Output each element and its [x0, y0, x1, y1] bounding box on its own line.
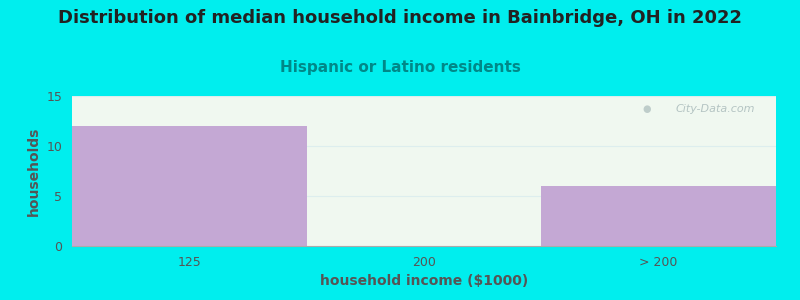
Text: Distribution of median household income in Bainbridge, OH in 2022: Distribution of median household income …	[58, 9, 742, 27]
X-axis label: household income ($1000): household income ($1000)	[320, 274, 528, 288]
Bar	[542, 186, 776, 246]
Text: Hispanic or Latino residents: Hispanic or Latino residents	[279, 60, 521, 75]
Text: ●: ●	[642, 103, 650, 113]
Y-axis label: households: households	[27, 126, 41, 216]
Text: City-Data.com: City-Data.com	[675, 103, 755, 113]
Bar	[72, 126, 306, 246]
